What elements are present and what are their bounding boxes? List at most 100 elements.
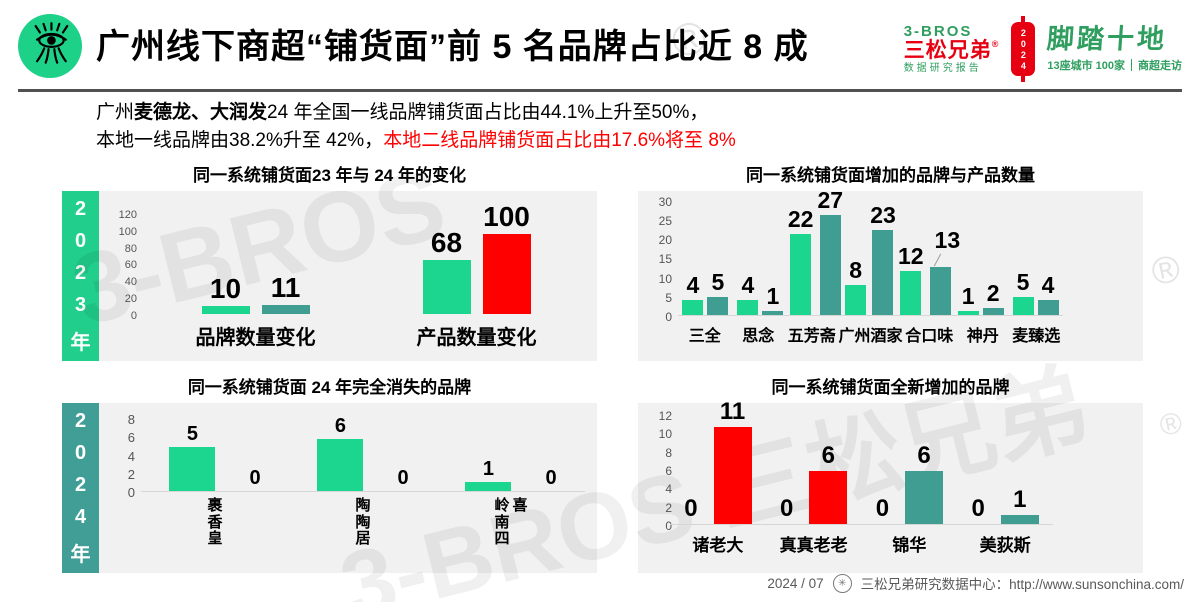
value-label: 2 xyxy=(986,279,1000,306)
footer-date: 2024 / 07 xyxy=(767,575,824,591)
bar-slot: 5 xyxy=(1012,268,1034,315)
bar xyxy=(317,438,364,491)
category-label: 五芳斋 xyxy=(787,328,836,345)
value-label: 8 xyxy=(849,257,863,284)
bros-logo-cn-text: 三松兄弟 xyxy=(903,38,992,62)
chart-title: 同一系统铺货面23 年与 24 年的变化 xyxy=(193,166,466,185)
brand-eye-logo xyxy=(18,14,82,78)
y-tick: 15 xyxy=(658,252,672,267)
intro-text: 本地一线品牌由38.2%升至 42%， xyxy=(96,130,384,151)
y-tick: 20 xyxy=(124,293,137,306)
value-label: 12 xyxy=(897,242,924,269)
bar-slot: 2 xyxy=(982,279,1004,315)
value-label: 0 xyxy=(684,495,698,522)
intro-line-1: 广州麦德龙、大润发24 年全国一线品牌铺货面占比由44.1%上升至50%， xyxy=(96,99,736,127)
value-label: 23 xyxy=(870,201,896,228)
category-label: 岭南四喜 xyxy=(437,497,585,548)
value-label: 0 xyxy=(971,495,985,522)
campaign-subtitle: 13座城市 100家 商超走访 xyxy=(1047,57,1182,73)
y-tick: 6 xyxy=(127,430,135,446)
value-label: 1 xyxy=(1013,486,1027,514)
bar-pair: 0 11 xyxy=(684,399,752,524)
bar xyxy=(169,447,216,491)
footer-logo-icon: ✳ xyxy=(832,573,852,593)
footer: 2024 / 07 ✳ 三松兄弟研究数据中心：http://www.sunson… xyxy=(767,573,1184,593)
header-divider xyxy=(18,89,1182,92)
plot-area: 4 5 4 1 22 27 8 23 12 13 1 2 5 4 xyxy=(678,189,1063,316)
bar xyxy=(482,234,531,314)
category-label: 麦臻选 xyxy=(1012,328,1061,345)
bar-slot: 1 xyxy=(1000,486,1039,524)
registered-mark-watermark: ® xyxy=(1156,406,1186,443)
bar-pair: 10 11 xyxy=(201,274,310,314)
chart-plot-change-23-24: 120 100 80 60 40 20 0 10 11 68 100 品牌数量变化 产品数量变化 xyxy=(99,191,597,361)
y-tick: 25 xyxy=(658,214,672,229)
y-axis: 30 25 20 15 10 5 0 xyxy=(646,196,672,323)
bar xyxy=(762,311,784,315)
category-label: 裹香皇 xyxy=(141,497,289,548)
bar xyxy=(905,471,944,524)
campaign-cities: 13座城市 100家 xyxy=(1047,59,1125,72)
intro-text: 24 年全国一线品牌铺货面占比由44.1%上升至50%， xyxy=(267,102,709,123)
bar-slot: 13 xyxy=(928,228,960,315)
bar-slot: 22 xyxy=(788,207,813,315)
bar xyxy=(845,285,867,315)
category-label: 诸老大 xyxy=(692,536,744,555)
plot-area: 0 11 0 6 0 6 0 1 xyxy=(670,399,1053,525)
bar-slot: 0 xyxy=(971,497,984,524)
category-label: 锦华 xyxy=(892,536,927,555)
bar-group: 12 13 xyxy=(897,204,960,315)
campaign-slogan: 脚踏十地 xyxy=(1046,23,1169,54)
y-tick: 0 xyxy=(665,518,672,533)
campaign-visits: 商超走访 xyxy=(1138,59,1182,72)
category-label: 产品数量变化 xyxy=(416,327,537,349)
bar xyxy=(872,229,894,315)
bar-pair: 12 13 xyxy=(897,228,960,315)
value-label: 6 xyxy=(821,442,835,469)
bar-slot: 5 xyxy=(707,268,729,315)
y-tick: 12 xyxy=(658,409,672,423)
bar-pair: 22 27 xyxy=(788,189,843,315)
bar xyxy=(929,266,951,315)
chart-block-new-brands: 同一系统铺货面全新增加的品牌 12 10 8 6 4 2 0 0 11 0 6 0 6 0 1 诸老大 真真老老… xyxy=(638,373,1143,573)
chart-plot-added-brands-products: 30 25 20 15 10 5 0 4 5 4 1 22 27 8 23 12 13 1 2 5 4 三全 思念 五芳斋 广州… xyxy=(638,189,1143,361)
value-label: 0 xyxy=(545,467,557,489)
bros-logo-en: 3-BROS xyxy=(903,22,973,40)
category-axis: 诸老大 真真老老 锦华 美荻斯 xyxy=(670,524,1053,556)
bar-slot: 10 xyxy=(201,275,250,314)
bar xyxy=(465,482,512,491)
intro-paragraph: 广州麦德龙、大润发24 年全国一线品牌铺货面占比由44.1%上升至50%， 本地… xyxy=(96,99,736,155)
bar-slot: 4 xyxy=(737,274,759,315)
bar-slot: 0 xyxy=(876,497,889,524)
bar xyxy=(1012,296,1034,315)
bar-slot: 5 xyxy=(169,424,216,491)
bar xyxy=(713,426,752,524)
bar xyxy=(982,307,1004,315)
bar xyxy=(1000,515,1039,524)
campaign-logo: 脚踏十地 13座城市 100家 商超走访 xyxy=(1046,23,1182,73)
value-label: 6 xyxy=(917,442,931,469)
bar-group: 10 11 xyxy=(145,218,366,314)
y-tick: 120 xyxy=(118,209,137,221)
bar-group: 8 23 xyxy=(843,201,898,315)
bar-slot: 0 xyxy=(397,468,408,491)
value-label: 5 xyxy=(711,268,725,295)
bar-group: 68 100 xyxy=(366,203,587,314)
intro-red-highlight: 本地二线品牌铺货面占比由17.6%将至 8% xyxy=(383,130,736,151)
bar xyxy=(201,306,250,314)
chart-title: 同一系统铺货面增加的品牌与产品数量 xyxy=(746,166,1035,185)
bar-slot: 68 xyxy=(422,228,471,314)
value-label: 5 xyxy=(1016,268,1030,295)
